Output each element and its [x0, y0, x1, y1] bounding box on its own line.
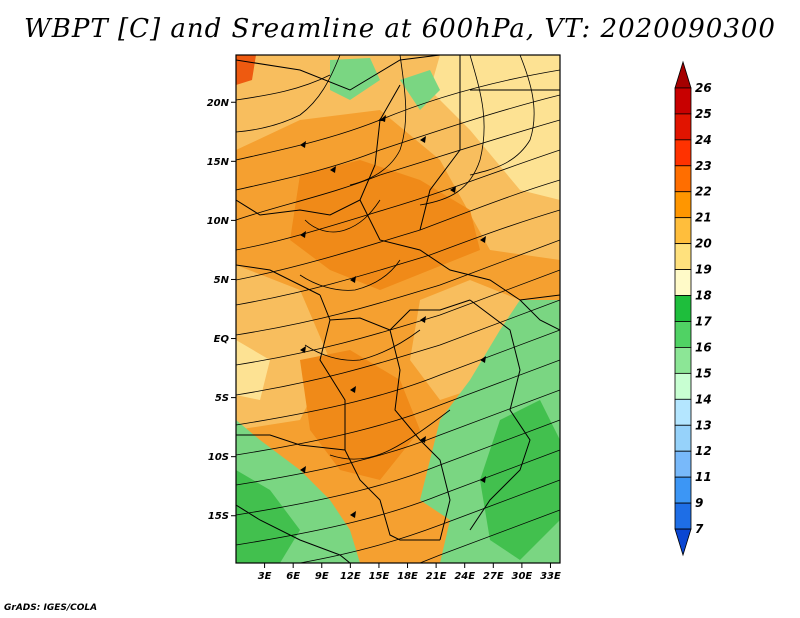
lat-label: 10S: [208, 452, 229, 463]
colorbar-label: 11: [695, 470, 712, 484]
lon-label: 24E: [454, 571, 475, 582]
colorbar-segment: [674, 243, 692, 270]
colorbar-segment: [674, 191, 692, 219]
colorbar-label: 7: [695, 522, 704, 536]
map-frame: [235, 54, 561, 564]
colorbar-segment: [674, 450, 692, 478]
lon-label: 12E: [340, 571, 361, 582]
colorbar-label: 16: [695, 340, 712, 354]
lat-label: 10N: [207, 216, 230, 227]
colorbar-label: 17: [695, 314, 712, 328]
lat-label: 5S: [215, 393, 229, 404]
colorbar-segment: [674, 165, 692, 193]
colorbar-segment: [674, 87, 692, 115]
colorbar-label: 19: [695, 263, 712, 277]
colorbar-segment: [674, 424, 692, 452]
colorbar-label: 12: [695, 444, 712, 458]
colorbar-label: 15: [695, 366, 712, 380]
colorbar-label: 14: [695, 392, 712, 406]
lat-label: 5N: [214, 275, 230, 286]
colorbar-segment: [674, 372, 692, 400]
colorbar-segment: [674, 217, 692, 245]
colorbar-label: 22: [695, 185, 712, 199]
latitude-axis: 20N 15N 10N 5N EQ 5S 10S 15S: [207, 98, 236, 522]
lat-label: 15N: [207, 157, 230, 168]
colorbar: 26 25 24 23 22 21 20 19 18 17 16 15 14 13 12 11 9 7: [674, 60, 712, 557]
colorbar-label: 23: [695, 159, 712, 173]
colorbar-segment: [674, 139, 692, 167]
lat-label: 15S: [208, 511, 229, 522]
lon-label: 33E: [540, 571, 561, 582]
colorbar-segment: [674, 502, 692, 530]
lon-label: 18E: [397, 571, 418, 582]
lon-label: 9E: [315, 571, 329, 582]
chart-title: WBPT [C] and Sreamline at 600hPa, VT: 20…: [24, 14, 776, 44]
lon-label: 21E: [426, 571, 447, 582]
colorbar-segment: [674, 398, 692, 426]
colorbar-label: 18: [695, 289, 712, 303]
colorbar-label: 26: [695, 81, 712, 95]
stream-arrows: [300, 115, 486, 518]
colorbar-label: 9: [695, 496, 703, 510]
lat-label: 20N: [207, 98, 230, 109]
lat-label: EQ: [214, 334, 230, 345]
lon-label: 27E: [483, 571, 504, 582]
wbpt-field: [236, 55, 560, 563]
longitude-axis: 3E 6E 9E 12E 15E 18E 21E 24E 27E 30E 33E: [258, 563, 561, 582]
colorbar-segment: [674, 60, 692, 89]
colorbar-segment: [674, 269, 692, 296]
lon-label: 30E: [512, 571, 533, 582]
colorbar-label: 25: [695, 107, 712, 121]
colorbar-segment: [674, 295, 692, 322]
colorbar-segment: [674, 347, 692, 374]
colorbar-label: 24: [695, 133, 712, 147]
lon-label: 3E: [258, 571, 272, 582]
colorbar-segment: [674, 321, 692, 348]
colorbar-segment: [674, 528, 692, 557]
colorbar-segment: [674, 476, 692, 504]
colorbar-segment: [674, 113, 692, 141]
colorbar-label: 20: [695, 237, 712, 251]
lon-label: 6E: [286, 571, 300, 582]
footer-credit: GrADS: IGES/COLA: [4, 603, 98, 613]
streamlines: [236, 55, 560, 563]
colorbar-label: 21: [695, 211, 712, 225]
country-borders: [236, 55, 560, 563]
lon-label: 15E: [369, 571, 390, 582]
colorbar-label: 13: [695, 418, 712, 432]
